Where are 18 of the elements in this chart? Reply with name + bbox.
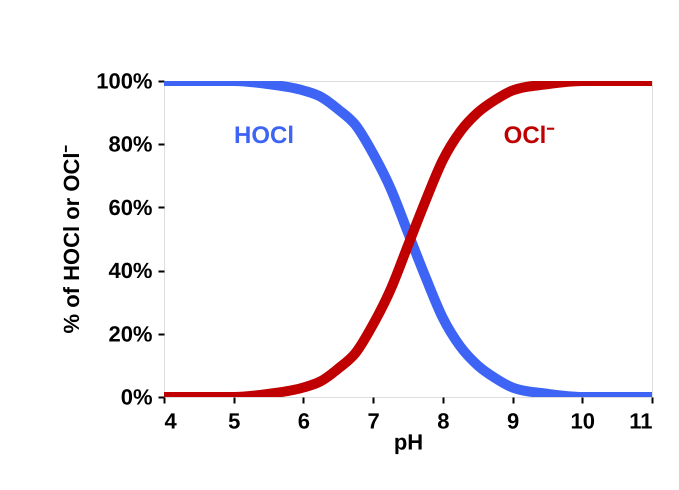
series-label: HOCl [234, 122, 294, 149]
y-tick-label: 0% [120, 384, 152, 410]
y-tick-label: 80% [108, 132, 152, 157]
x-tick-label: 5 [228, 408, 240, 434]
y-tick-label: 20% [108, 321, 152, 346]
x-tick-label: 8 [437, 408, 450, 434]
y-tick-label: 100% [96, 68, 152, 94]
x-axis-title: pH [394, 430, 424, 454]
x-tick-label: 4 [164, 408, 178, 434]
x-tick-label: 9 [506, 408, 520, 434]
y-tick-label: 60% [108, 194, 152, 220]
x-tick-label: 11 [629, 408, 652, 434]
x-tick-label: 6 [298, 408, 310, 434]
y-axis-title: % of HOCl or OCl⁻ [59, 144, 84, 334]
y-tick-label: 40% [108, 258, 152, 284]
series-label: OCl⁻ [504, 122, 554, 149]
x-tick-label: 10 [570, 408, 596, 434]
x-tick-label: 7 [368, 408, 380, 434]
